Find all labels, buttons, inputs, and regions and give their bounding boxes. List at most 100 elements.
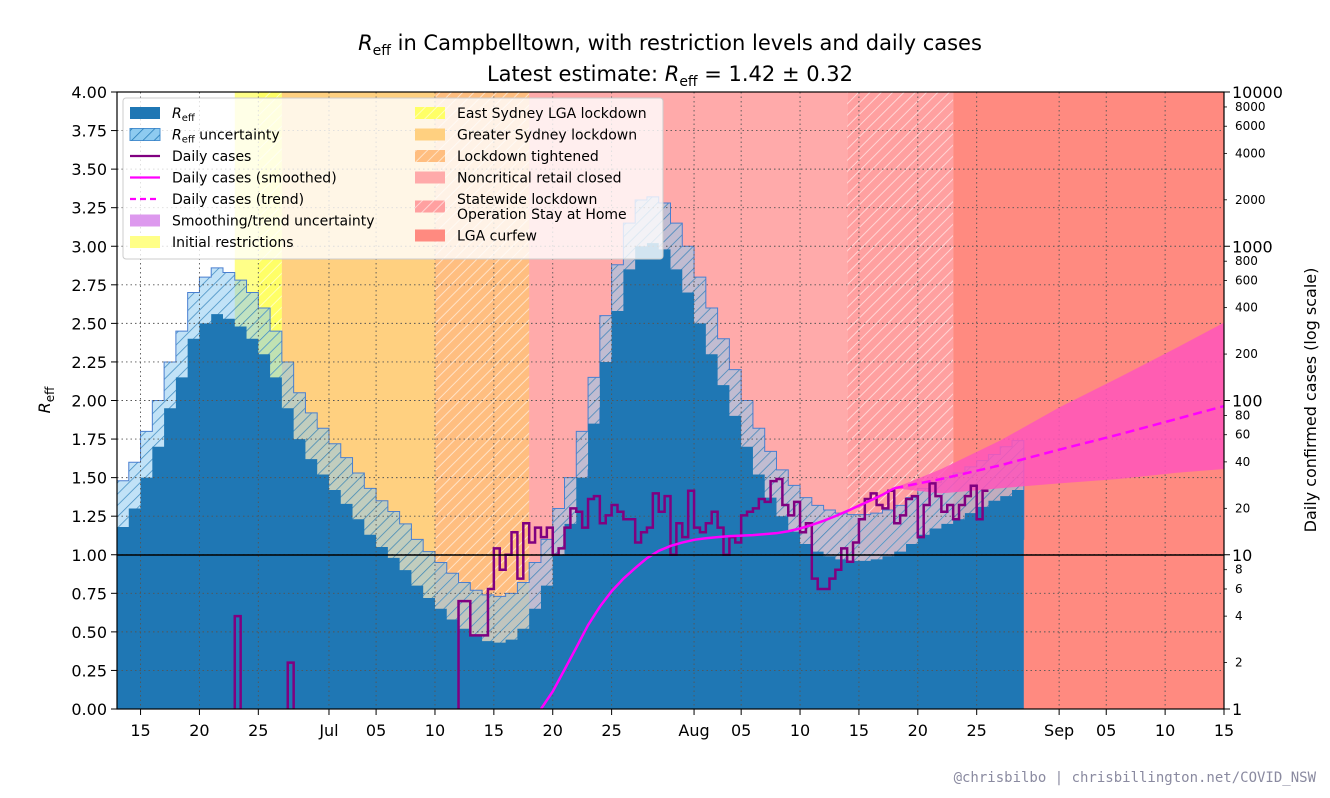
x-axis: 15 20 25 Jul 05 10 15 20 25 Aug 05 10 15 20 25 Sep 05 10 1… [130,709,1234,740]
y-tick-label-11: 2.75 [71,276,107,295]
x-tick-label-15: Sep [1044,721,1074,740]
legend-swatch-hatch-11 [415,200,445,213]
trend-cases-line [894,404,1224,490]
legend-swatch-8 [415,128,445,141]
y-tick-label-14: 3.50 [71,160,107,179]
reff-area [117,243,1024,709]
y2-tick-label-1: 10 [1232,546,1252,565]
x-tick-label-1: 20 [189,721,209,740]
y2-minor-tick-label-2: 6 [1235,582,1243,596]
ylabel-symbol: R [35,402,54,413]
legend-label-1: Reff uncertainty [172,128,280,146]
x-tick-label-8: 25 [601,721,621,740]
credit-text: @chrisbilbo | chrisbillington.net/COVID_… [953,770,1316,786]
y-tick-label-16: 4.00 [71,83,107,102]
x-tick-label-18: 15 [1214,721,1234,740]
y2-minor-tick-label-7: 80 [1235,408,1250,422]
title-subscript: eff [373,43,392,59]
legend-label-3: Daily cases (smoothed) [172,171,337,187]
x-tick-label-11: 10 [790,721,810,740]
y-tick-label-12: 3.00 [71,237,107,256]
y2-minor-tick-label-9: 400 [1235,301,1258,315]
y-axis-label: Reff [35,386,57,414]
x-tick-label-2: 25 [248,721,268,740]
subtitle-subscript: eff [679,74,698,90]
y2-minor-tick-label-8: 200 [1235,347,1258,361]
x-tick-label-16: 05 [1096,721,1116,740]
x-tick-label-0: 15 [130,721,150,740]
smoothed-cases-line [539,487,895,709]
chart-title: Reff in Campbelltown, with restriction l… [358,31,982,90]
y-tick-label-4: 1.00 [71,546,107,565]
y2-tick-label-4: 10000 [1232,83,1283,102]
x-tick-label-4: 05 [366,721,386,740]
y-tick-label-3: 0.75 [71,584,107,603]
legend-label-5: Smoothing/trend uncertainty [172,214,375,230]
x-tick-label-7: 20 [543,721,563,740]
y2-minor-tick-label-10: 600 [1235,273,1258,287]
legend-label-10: Noncritical retail closed [457,171,622,187]
legend-swatch-5 [130,214,160,227]
y-tick-label-5: 1.25 [71,507,107,526]
legend-label-2: Daily cases [172,149,251,165]
x-tick-label-14: 25 [967,721,987,740]
legend-swatch-6 [130,236,160,248]
subtitle-rest: = 1.42 ± 0.32 [698,62,853,86]
legend-label-12: LGA curfew [457,229,537,245]
x-tick-label-3: Jul [318,721,338,740]
legend-swatch-hatch-9 [415,150,445,162]
y2-tick-label-0: 1 [1232,700,1242,719]
y-tick-label-1: 0.25 [71,661,107,680]
ylabel-subscript: eff [43,386,57,402]
title-symbol: R [358,31,373,55]
x-tick-label-13: 20 [908,721,928,740]
subtitle-prefix: Latest estimate: [487,62,665,86]
y2-minor-tick-label-4: 20 [1235,501,1250,515]
y-tick-label-0: 0.00 [71,700,107,719]
y2-minor-tick-label-12: 2000 [1235,193,1266,207]
legend-label-11: Statewide lockdown Operation Stay at Home [457,192,627,223]
y2-tick-label-2: 100 [1232,392,1263,411]
y2-minor-tick-label-15: 8000 [1235,100,1266,114]
chart-subtitle: Latest estimate: Reff = 1.42 ± 0.32 [487,62,853,90]
legend: Reff Reff uncertainty Daily cases Daily cas… [122,97,664,260]
reff-series [117,196,1025,709]
legend-label-8: Greater Sydney lockdown [457,128,637,144]
y-tick-label-13: 3.25 [71,199,107,218]
legend-label-6: Initial restrictions [172,235,294,251]
y2-minor-tick-label-11: 800 [1235,254,1258,268]
trend-uncertainty-band [894,322,1224,494]
cases-series [233,322,1224,709]
subtitle-symbol: R [665,62,680,86]
y-tick-label-10: 2.50 [71,314,107,333]
title-rest: in Campbelltown, with restriction levels… [391,31,982,55]
y-tick-label-9: 2.25 [71,353,107,372]
legend-swatch-12 [415,229,445,242]
y2-tick-label-3: 1000 [1232,237,1273,256]
x-tick-label-9: Aug [678,721,709,740]
x-tick-label-6: 15 [484,721,504,740]
y2-minor-tick-label-13: 4000 [1235,146,1266,160]
legend-label-7: East Sydney LGA lockdown [457,106,647,122]
y2-minor-tick-label-5: 40 [1235,455,1250,469]
y-tick-label-8: 2.00 [71,392,107,411]
y-axis-right: 1 10 100 1000 10000 2 4 6 8 20 40 60 80 200 400 600 800 2… [1224,83,1283,719]
y2-minor-tick-label-1: 4 [1235,609,1243,623]
y2-minor-tick-label-0: 2 [1235,656,1243,670]
legend-box [122,97,664,260]
chart-title-text: Reff in Campbelltown, with restriction l… [358,31,982,59]
x-tick-label-5: 10 [425,721,445,740]
daily-cases-line [233,477,989,709]
x-tick-label-17: 10 [1155,721,1175,740]
y-tick-label-7: 1.75 [71,430,107,449]
y-tick-label-2: 0.50 [71,623,107,642]
legend-swatch-hatch-1 [130,128,160,141]
y2-minor-tick-label-3: 8 [1235,563,1243,577]
legend-label-4: Daily cases (trend) [172,192,304,208]
y2-minor-tick-label-6: 60 [1235,428,1250,442]
x-tick-label-12: 15 [849,721,869,740]
legend-swatch-10 [415,171,445,184]
y-axis-left: 0.00 0.25 0.50 0.75 1.00 1.25 1.50 1.75 2.00 2.25… [71,83,117,719]
legend-label-0: Reff [172,106,196,124]
legend-label-9: Lockdown tightened [457,149,599,165]
